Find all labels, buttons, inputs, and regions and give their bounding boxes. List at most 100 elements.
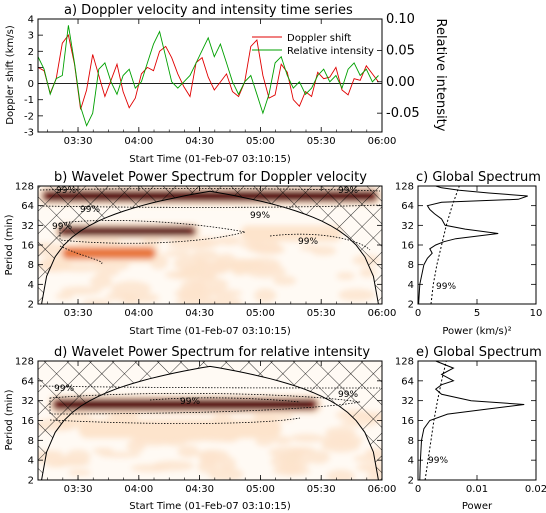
legend-doppler-label: Doppler shift bbox=[287, 33, 351, 44]
panel-d-speckle bbox=[177, 445, 200, 458]
panel-e-lines bbox=[419, 361, 525, 480]
panel-e-ytick-label: 64 bbox=[401, 376, 414, 387]
panel-d-speckle bbox=[356, 463, 382, 472]
panel-c-xlabel: Power (km/s)² bbox=[442, 326, 511, 337]
panel-d-ytick-label: 2 bbox=[28, 476, 34, 487]
panel-b-coi-hatch bbox=[38, 186, 382, 304]
panel-b-speckle bbox=[167, 238, 212, 250]
panel-b-speckle bbox=[82, 298, 111, 304]
panel-d-sig-label: 99% bbox=[54, 384, 74, 394]
panel-a-plot: 03:30 04:00 04:30 05:00 05:30 06:00 -3 -2 -1 0 1 2 3… bbox=[24, 12, 420, 147]
panel-e-xtick-label: 0.01 bbox=[466, 484, 488, 495]
panel-b-power-blobs bbox=[38, 186, 382, 304]
panel-b-xtick-label: 05:30 bbox=[307, 308, 336, 319]
panel-d-speckle bbox=[306, 450, 331, 464]
panel-d-sig-contour bbox=[49, 417, 301, 424]
panel-a-ylabel-right: Relative intensity bbox=[433, 19, 448, 132]
panel-d-ytick-label: 32 bbox=[21, 396, 34, 407]
panel-a-ytick-label: 2 bbox=[28, 47, 34, 58]
panel-d-ytick-label: 64 bbox=[21, 376, 34, 387]
panel-b-ytick-label: 16 bbox=[21, 241, 34, 252]
panel-c-plot: 99% 2 4 8 16 32 64 128 0 5 10 bbox=[395, 182, 542, 320]
panel-b-sig-label: 99% bbox=[56, 186, 76, 196]
legend-intensity-label: Relative intensity bbox=[287, 46, 374, 57]
panel-b-speckle bbox=[110, 281, 152, 297]
panel-d-xtick-label: 05:00 bbox=[246, 484, 275, 495]
panel-b-speckle bbox=[310, 245, 337, 256]
panel-d-ytick-label: 4 bbox=[28, 456, 34, 467]
panel-b-sig-label: 99% bbox=[338, 186, 358, 196]
panel-a-frame bbox=[37, 18, 383, 133]
panel-b-ytick-label: 128 bbox=[15, 182, 34, 193]
panel-b-coi-line bbox=[41, 190, 379, 304]
panel-b-sig-label: 99% bbox=[298, 237, 318, 247]
panel-c-ytick-label: 64 bbox=[401, 201, 414, 212]
panel-b-sig-contour bbox=[269, 233, 371, 251]
panel-e-ytick-label: 8 bbox=[408, 436, 414, 447]
panel-a-ytick-label: -1 bbox=[24, 95, 34, 106]
panel-c-ytick-label: 16 bbox=[401, 241, 414, 252]
panel-d-speckle bbox=[208, 467, 244, 480]
panel-c-sig-label: 99% bbox=[436, 282, 456, 292]
panel-a-xtick-label: 05:30 bbox=[307, 136, 336, 147]
panel-a-ytick-label: 1 bbox=[28, 63, 34, 74]
panel-d-speckle bbox=[65, 449, 91, 464]
panel-d-feature bbox=[82, 422, 278, 435]
panel-b-xtick-label: 05:00 bbox=[246, 308, 275, 319]
panel-d-speckle bbox=[218, 456, 237, 472]
panel-d-speckle bbox=[290, 446, 316, 455]
panel-a-ytick-right-label: 0.10 bbox=[386, 12, 415, 27]
panel-b-speckle bbox=[174, 271, 216, 279]
panel-d-speckle bbox=[255, 436, 274, 447]
panel-a-ylabel-left: Doppler shift (km/s) bbox=[5, 25, 16, 125]
panel-c-xtick-label: 5 bbox=[474, 308, 480, 319]
panel-d-speckle bbox=[326, 469, 355, 480]
panel-d-coi-hatch bbox=[38, 361, 382, 480]
panel-b-ylabel: Period (min) bbox=[4, 214, 15, 275]
panel-c-title: c) Global Spectrum bbox=[416, 170, 541, 185]
panel-a-ytick-label: -2 bbox=[24, 111, 34, 122]
panel-b-speckle bbox=[247, 245, 283, 253]
panel-c-global-spectrum-line bbox=[418, 186, 528, 304]
panel-b-xlabel: Start Time (01-Feb-07 03:10:15) bbox=[129, 326, 291, 337]
panel-c-xtick-label: 0 bbox=[415, 308, 421, 319]
panel-e-ytick-label: 16 bbox=[401, 416, 414, 427]
panel-b-speckle bbox=[175, 296, 217, 304]
panel-b-title: b) Wavelet Power Spectrum for Doppler ve… bbox=[54, 170, 367, 185]
panel-d-feature-core bbox=[58, 401, 312, 408]
panel-a-title: a) Doppler velocity and intensity time s… bbox=[64, 3, 353, 18]
panel-b-speckle bbox=[208, 296, 243, 304]
panel-d-speckle bbox=[325, 426, 357, 439]
panel-a-xlabel: Start Time (01-Feb-07 03:10:15) bbox=[129, 154, 291, 165]
panel-b-feature bbox=[62, 247, 156, 260]
panel-d-xtick-label: 03:30 bbox=[64, 484, 93, 495]
panel-b-speckle bbox=[191, 249, 219, 261]
panel-e-ytick-label: 4 bbox=[408, 456, 414, 467]
panel-e-xlabel: Power bbox=[462, 501, 493, 512]
panel-b-speckle bbox=[272, 275, 297, 286]
panel-a-ytick-label: 0 bbox=[28, 79, 34, 90]
panel-b-sig-label: 99% bbox=[52, 222, 72, 232]
panel-d-power-blobs bbox=[38, 394, 382, 480]
panel-b-speckle bbox=[163, 250, 191, 257]
panel-d-sig-contour bbox=[149, 397, 301, 403]
panel-b-ytick-label: 8 bbox=[28, 260, 34, 271]
intensity-series-line bbox=[38, 25, 379, 127]
panel-b-sig-label: 99% bbox=[80, 205, 100, 215]
panel-d-speckle bbox=[272, 436, 292, 445]
panel-b-sig-label: 99% bbox=[250, 211, 270, 221]
panel-b-feature-core bbox=[64, 228, 191, 234]
panel-d-speckle bbox=[365, 474, 382, 480]
panel-d-ytick-label: 16 bbox=[21, 416, 34, 427]
panel-e-sig-label: 99% bbox=[428, 456, 448, 466]
panel-d-speckle bbox=[67, 469, 92, 476]
panel-c-ytick-label: 32 bbox=[401, 221, 414, 232]
panel-a-xtick-label: 06:00 bbox=[368, 136, 397, 147]
panel-d-speckle bbox=[130, 464, 171, 473]
panel-d-title: d) Wavelet Power Spectrum for relative i… bbox=[54, 345, 370, 360]
panel-a-ytick-right-label: -0.05 bbox=[386, 106, 420, 121]
panel-b-speckle bbox=[126, 293, 160, 303]
panel-b-ytick-label: 64 bbox=[21, 201, 34, 212]
panel-b-xtick-label: 03:30 bbox=[64, 308, 93, 319]
